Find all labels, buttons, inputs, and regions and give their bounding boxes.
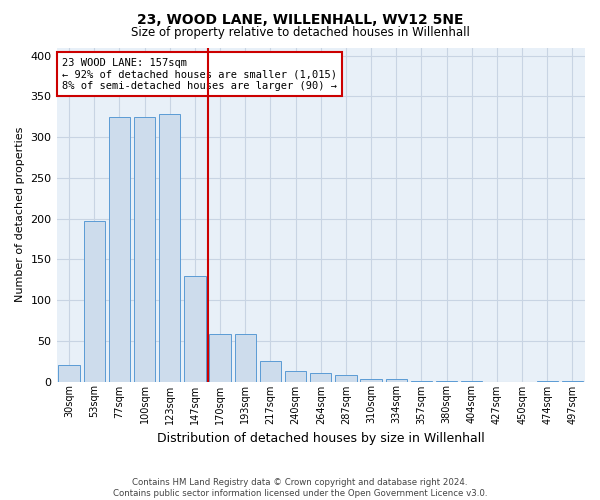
Bar (411, 380, 432, 382)
Bar (184, 276, 206, 382)
Text: Size of property relative to detached houses in Willenhall: Size of property relative to detached ho… (131, 26, 469, 39)
Bar (58, 365, 80, 382)
Bar (260, 361, 281, 382)
Y-axis label: Number of detached properties: Number of detached properties (15, 127, 25, 302)
Bar (386, 379, 407, 382)
Bar (285, 371, 307, 382)
Bar (436, 380, 457, 382)
Bar (310, 374, 331, 382)
X-axis label: Distribution of detached houses by size in Willenhall: Distribution of detached houses by size … (157, 432, 485, 445)
Bar (83, 221, 105, 382)
Bar (209, 334, 231, 382)
Bar (235, 334, 256, 382)
Bar (361, 379, 382, 382)
Bar (536, 380, 558, 382)
Bar (461, 380, 482, 382)
Bar (134, 116, 155, 382)
Text: 23, WOOD LANE, WILLENHALL, WV12 5NE: 23, WOOD LANE, WILLENHALL, WV12 5NE (137, 12, 463, 26)
Bar (159, 114, 181, 382)
Bar (109, 116, 130, 382)
Bar (562, 380, 583, 382)
Text: Contains HM Land Registry data © Crown copyright and database right 2024.
Contai: Contains HM Land Registry data © Crown c… (113, 478, 487, 498)
Bar (335, 375, 356, 382)
Text: 23 WOOD LANE: 157sqm
← 92% of detached houses are smaller (1,015)
8% of semi-det: 23 WOOD LANE: 157sqm ← 92% of detached h… (62, 58, 337, 90)
